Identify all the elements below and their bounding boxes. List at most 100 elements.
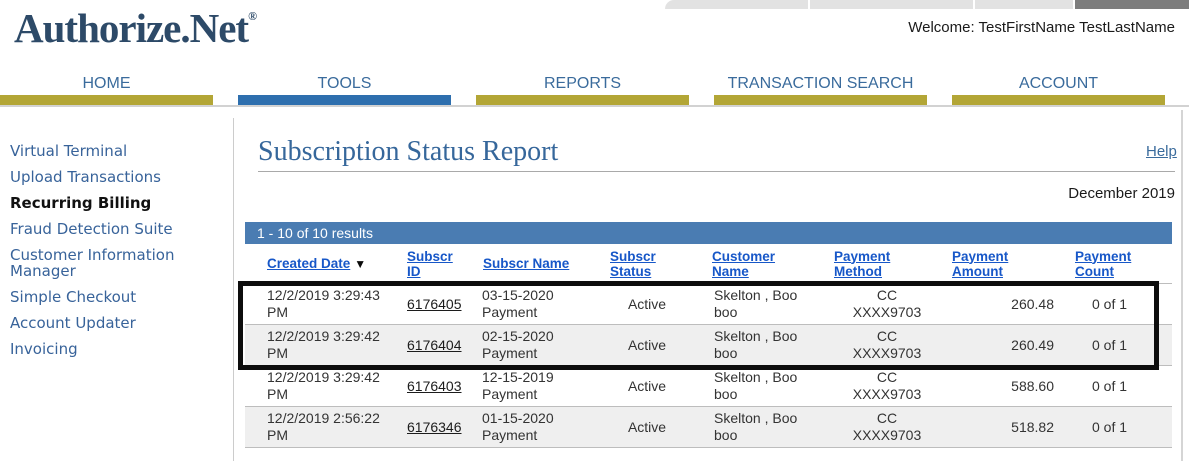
column-header-payment-count[interactable]: Payment Count [1062,249,1172,279]
subscription-id-link[interactable]: 6176346 [407,418,462,435]
customer-name-cell: Skelton , Boo boo [714,369,798,402]
subscription-id-link[interactable]: 6140030 [407,460,462,461]
nav-label: REPORTS [543,75,622,92]
title-divider [258,171,1175,172]
subscr-id-cell: 6176403 [400,378,472,395]
subscription-id-link[interactable]: 6176405 [407,295,462,312]
subscr-name-cell: 03-15-2020 Payment [482,287,554,320]
column-header-customer-name[interactable]: Customer Name [692,249,822,279]
sidebar-item-fraud-detection-suite[interactable]: Fraud Detection Suite [10,220,173,238]
subscription-id-link[interactable]: 6176403 [407,377,462,394]
column-header-payment-method[interactable]: Payment Method [822,249,952,279]
top-tab[interactable] [975,0,1073,9]
method-line1: CC [876,369,898,385]
method-line1: CC [876,287,898,303]
table-row: 12/2/2019 2:56:22 PM 6176346 01-15-2020 … [245,406,1172,447]
header-label: Customer Name [712,248,776,279]
subscr-status-cell: Active [627,336,667,353]
nav-item-reports[interactable]: REPORTS [476,74,689,105]
page-title: Subscription Status Report [258,136,559,167]
created-date-cell: 12/2/2019 2:56:22 PM [267,410,380,443]
created-date-cell: 12/2/2019 3:29:42 PM [267,328,380,361]
report-period: December 2019 [1068,185,1175,202]
header-label: Payment Count [1075,248,1132,279]
top-tab-strip [665,0,1189,9]
column-header-created-date[interactable]: Created Date ▼ [245,256,400,271]
payment-count-cell: 0 of 1 [1062,460,1172,461]
nav-label: HOME [82,75,131,92]
nav-label: TOOLS [317,75,372,92]
header-label: Subscr ID [407,248,453,279]
results-table: 1 - 10 of 10 results Created Date ▼ Subsc… [245,222,1172,461]
subscr-name-cell: 01-01-2020 [472,460,602,461]
payment-count-cell: 0 of 1 [1092,336,1128,353]
table-header-row: Created Date ▼ Subscr ID Subscr Name Subs… [245,244,1172,283]
subscr-status-cell: Active [627,418,667,435]
method-line2: XXXX9703 [852,304,922,320]
sidebar-item-recurring-billing[interactable]: Recurring Billing [10,194,152,212]
table-row: 12/2/2019 3:29:42 PM 6176404 02-15-2020 … [245,324,1172,365]
header-label: Subscr Status [610,248,656,279]
nav-item-account[interactable]: ACCOUNT [952,74,1165,105]
payment-amount-cell: 588.60 [1011,377,1054,394]
subscr-id-cell: 6140030 [400,460,472,461]
main-nav: HOME TOOLS REPORTS TRANSACTION SEARCH AC… [0,74,1189,106]
nav-label: TRANSACTION SEARCH [727,75,914,92]
logo-text: Authorize.Net [14,5,249,51]
sidebar-item-virtual-terminal[interactable]: Virtual Terminal [10,142,128,160]
nav-underline [476,95,689,105]
subscr-id-cell: 6176405 [400,296,472,313]
header-label: Subscr Name [483,256,570,271]
subscription-id-link[interactable]: 6176404 [407,336,462,353]
payment-method-cell: CC XXXX9703 [822,369,952,403]
nav-item-tools[interactable]: TOOLS [238,74,451,105]
top-tab[interactable] [810,0,973,9]
nav-divider [0,105,1189,107]
subscr-id-cell: 6176346 [400,419,472,436]
sidebar-item-account-updater[interactable]: Account Updater [10,314,136,332]
method-line1: CC [876,410,898,426]
results-summary-bar: 1 - 10 of 10 results [245,222,1172,244]
nav-underline [0,95,213,105]
column-header-subscr-status[interactable]: Subscr Status [602,249,692,279]
sidebar-item-upload-transactions[interactable]: Upload Transactions [10,168,161,186]
nav-label: ACCOUNT [1018,75,1099,92]
customer-name-cell: Skelton , Boo boo [714,328,798,361]
nav-item-transaction-search[interactable]: TRANSACTION SEARCH [714,74,927,105]
registered-trademark-icon: ® [248,9,258,23]
header-label: Payment Method [834,248,891,279]
payment-count-cell: 0 of 1 [1092,377,1128,394]
sidebar-item-invoicing[interactable]: Invoicing [10,340,78,358]
payment-method-cell: CC XXXX9703 [822,287,952,321]
subscr-status-cell: Active [627,377,667,394]
column-header-subscr-id[interactable]: Subscr ID [400,249,472,279]
table-row: 11/12/2019 7:30:58 6140030 01-01-2020 Ac… [245,447,1172,461]
sidebar-divider [233,118,234,461]
top-tab-active[interactable] [1075,0,1189,9]
payment-method-cell: CC XXXX9703 [822,410,952,444]
method-line2: XXXX9703 [852,386,922,402]
subscr-name-cell: 01-15-2020 Payment [482,410,554,443]
welcome-text: Welcome: TestFirstName TestLastName [908,19,1175,36]
method-line2: XXXX9703 [852,345,922,361]
sort-desc-icon: ▼ [354,257,367,271]
table-row: 12/2/2019 3:29:43 PM 6176405 03-15-2020 … [245,283,1172,324]
column-header-subscr-name[interactable]: Subscr Name [472,256,602,271]
subscr-name-cell: 02-15-2020 Payment [482,328,554,361]
created-date-cell: 12/2/2019 3:29:43 PM [267,287,380,320]
sidebar-item-simple-checkout[interactable]: Simple Checkout [10,288,137,306]
sidebar-item-customer-information-manager[interactable]: Customer Information Manager [10,246,175,280]
payment-method-cell: CC XXXX9703 [822,328,952,362]
payment-count-cell: 0 of 1 [1092,418,1128,435]
nav-underline [952,95,1165,105]
help-link[interactable]: Help [1146,143,1177,160]
top-tab[interactable] [665,0,808,9]
column-header-payment-amount[interactable]: Payment Amount [952,249,1062,279]
customer-name-cell: Skelton , Boo boo [714,287,798,320]
nav-item-home[interactable]: HOME [0,74,213,105]
nav-underline [714,95,927,105]
payment-amount-cell: 260.49 [1011,336,1054,353]
subscr-name-cell: 12-15-2019 Payment [482,369,554,402]
